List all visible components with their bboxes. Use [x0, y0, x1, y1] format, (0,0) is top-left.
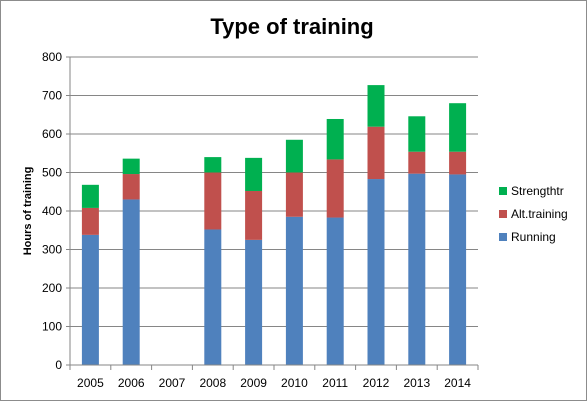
bar-segment	[81, 207, 99, 235]
bar-segment	[245, 157, 263, 191]
bar-segment	[245, 190, 263, 240]
legend-label: Running	[511, 230, 556, 244]
bar-segment	[285, 216, 303, 365]
legend: Strengthtr Alt.training Running	[499, 184, 568, 244]
bar-segment	[285, 172, 303, 217]
x-tick-label: 2013	[403, 376, 430, 390]
legend-swatch	[499, 187, 507, 195]
legend-swatch	[499, 233, 507, 241]
y-tick-label: 500	[42, 166, 62, 180]
x-tick-labels: 2005 2006 2007 2008 2009 2010 2011 2012 2013 2014	[69, 365, 479, 390]
bar-segment	[408, 116, 426, 152]
bar-segment	[408, 173, 426, 365]
bar-segment	[449, 174, 467, 365]
bar-segment	[367, 179, 385, 365]
y-tick-label: 400	[42, 204, 62, 218]
bar-segment	[367, 126, 385, 180]
bar-segment	[122, 158, 140, 175]
bar-segment	[408, 151, 426, 174]
bar-segment	[326, 118, 344, 160]
y-tick-label: 0	[55, 358, 62, 372]
x-tick-label: 2007	[159, 376, 186, 390]
bar-segment	[204, 157, 222, 173]
bar-segment	[285, 139, 303, 173]
bar-segment	[81, 234, 99, 365]
y-tick-label: 300	[42, 243, 62, 257]
x-tick-label: 2011	[322, 376, 348, 390]
bars	[81, 85, 467, 365]
bar-segment	[326, 159, 344, 218]
bar-segment	[367, 85, 385, 127]
y-tick-label: 600	[42, 127, 62, 141]
x-tick-label: 2012	[363, 376, 390, 390]
y-tick-label: 100	[42, 320, 62, 334]
bar-segment	[122, 199, 140, 365]
y-tick-label: 800	[42, 50, 62, 64]
axes	[69, 57, 478, 366]
y-tick-label: 200	[42, 281, 62, 295]
x-tick-label: 2006	[118, 376, 145, 390]
chart-title: Type of training	[210, 14, 373, 39]
bar-segment	[245, 239, 263, 365]
bar-segment	[449, 151, 467, 175]
bar-segment	[326, 217, 344, 365]
y-tick-label: 700	[42, 89, 62, 103]
y-tick-labels: 0 100 200 300 400 500 600 700 800	[42, 50, 70, 372]
x-tick-label: 2008	[199, 376, 226, 390]
x-tick-label: 2010	[281, 376, 308, 390]
legend-label: Strengthtr	[511, 184, 564, 198]
bar-segment	[81, 184, 99, 208]
x-tick-label: 2005	[77, 376, 104, 390]
x-tick-label: 2014	[444, 376, 471, 390]
bar-segment	[122, 174, 140, 200]
legend-swatch	[499, 210, 507, 218]
x-tick-label: 2009	[240, 376, 267, 390]
bar-segment	[204, 229, 222, 365]
bar-segment	[204, 172, 222, 230]
legend-label: Alt.training	[511, 207, 568, 221]
y-axis-label: Hours of training	[22, 167, 34, 256]
bar-segment	[449, 103, 467, 152]
